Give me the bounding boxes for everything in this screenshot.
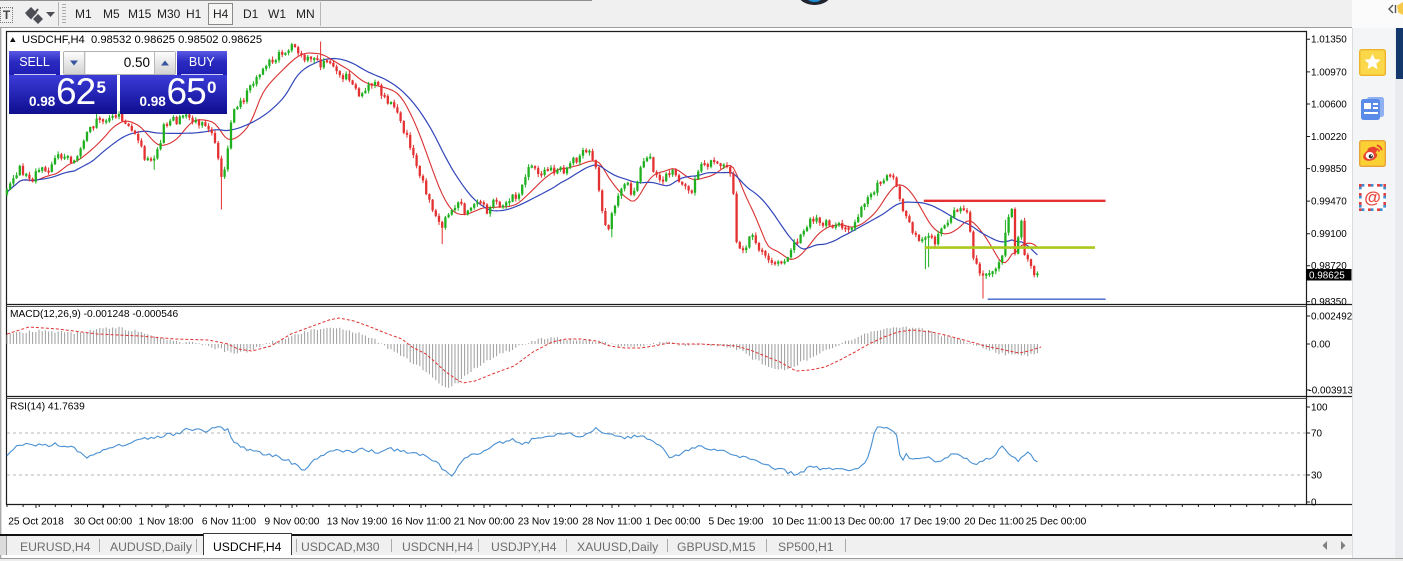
svg-text:0.99850: 0.99850 [1311, 164, 1347, 175]
svg-text:30 Oct 00:00: 30 Oct 00:00 [74, 517, 133, 528]
svg-text:1.00600: 1.00600 [1311, 99, 1347, 110]
svg-text:1.01350: 1.01350 [1311, 35, 1347, 46]
svg-text:0.98720: 0.98720 [1311, 261, 1347, 272]
svg-text:0.99470: 0.99470 [1311, 197, 1347, 208]
svg-text:5 Dec 19:00: 5 Dec 19:00 [709, 517, 764, 528]
svg-text:0.002492: 0.002492 [1311, 311, 1352, 322]
svg-text:0: 0 [1311, 497, 1317, 508]
svg-text:13 Dec 00:00: 13 Dec 00:00 [834, 517, 895, 528]
svg-text:17 Dec 19:00: 17 Dec 19:00 [900, 517, 961, 528]
svg-text:0.98625: 0.98625 [1309, 271, 1345, 282]
svg-text:1 Nov 18:00: 1 Nov 18:00 [139, 517, 194, 528]
svg-text:23 Nov 19:00: 23 Nov 19:00 [518, 517, 579, 528]
svg-text:-0.003913: -0.003913 [1309, 385, 1354, 396]
svg-text:20 Dec 11:00: 20 Dec 11:00 [964, 517, 1024, 528]
svg-text:28 Nov 11:00: 28 Nov 11:00 [582, 517, 642, 528]
svg-text:25 Oct 2018: 25 Oct 2018 [8, 517, 64, 528]
svg-text:30: 30 [1311, 470, 1322, 481]
svg-text:@: @ [1364, 188, 1381, 207]
svg-text:6 Nov 11:00: 6 Nov 11:00 [202, 517, 257, 528]
svg-text:13 Nov 19:00: 13 Nov 19:00 [327, 517, 388, 528]
svg-text:10 Dec 11:00: 10 Dec 11:00 [772, 517, 832, 528]
svg-text:1 Dec 00:00: 1 Dec 00:00 [646, 517, 701, 528]
svg-text:70: 70 [1311, 428, 1322, 439]
svg-text:0.98350: 0.98350 [1311, 297, 1347, 308]
svg-text:1.00220: 1.00220 [1311, 132, 1347, 143]
svg-text:RSI(14) 41.7639: RSI(14) 41.7639 [10, 402, 85, 413]
svg-text:MACD(12,26,9) -0.001248 -0.000: MACD(12,26,9) -0.001248 -0.000546 [10, 309, 179, 320]
svg-text:0.99100: 0.99100 [1311, 229, 1347, 240]
svg-text:1.00970: 1.00970 [1311, 67, 1347, 78]
svg-text:9 Nov 00:00: 9 Nov 00:00 [265, 517, 320, 528]
svg-text:16 Nov 11:00: 16 Nov 11:00 [391, 517, 451, 528]
svg-text:USDCHF,H4 0.98532 0.98625 0.9: USDCHF,H4 0.98532 0.98625 0.98502 0.9862… [22, 34, 262, 46]
svg-text:21 Nov 00:00: 21 Nov 00:00 [454, 517, 515, 528]
svg-text:0.00: 0.00 [1311, 339, 1331, 350]
svg-text:25 Dec 00:00: 25 Dec 00:00 [1026, 517, 1087, 528]
svg-text:100: 100 [1311, 402, 1328, 413]
